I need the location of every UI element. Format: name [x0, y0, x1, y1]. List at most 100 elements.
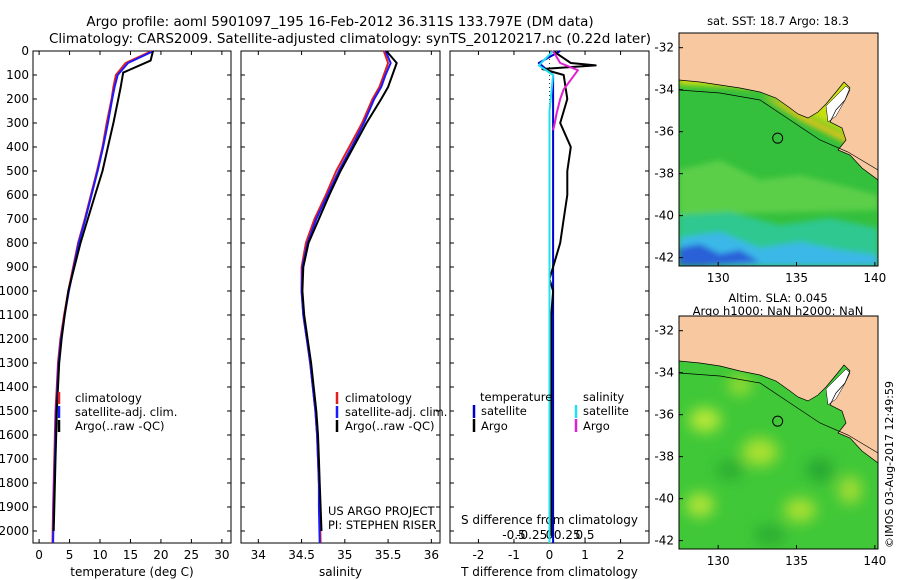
- sla-high-anomaly: [689, 408, 721, 432]
- argo-float-location-marker: [772, 132, 784, 144]
- x-tick-label: 25: [184, 548, 199, 562]
- x-tick-label: 2: [617, 548, 625, 562]
- sst-coldest-patch: [679, 244, 760, 266]
- figure-title-line2: Climatology: CARS2009. Satellite-adjuste…: [49, 31, 651, 47]
- x2-tick-label: 0.5: [575, 528, 594, 542]
- x-tick-label: 36: [424, 548, 439, 562]
- x-tick-label: 34.5: [288, 548, 315, 562]
- difference-legend: temperature salinity satellite satellite…: [472, 390, 629, 433]
- map-lat-label: -34: [654, 366, 674, 380]
- temperature-axis-label: temperature (deg C): [70, 565, 193, 579]
- x-tick-label: 20: [153, 548, 168, 562]
- sst-map: [679, 33, 878, 266]
- series-line-satellite-adj-clim-: [300, 50, 392, 544]
- map-lon-label: 130: [707, 271, 730, 285]
- legend-climatology-label: climatology: [345, 391, 412, 405]
- x-tick-label: -1: [508, 548, 520, 562]
- x-tick-label: 35: [337, 548, 352, 562]
- legend-salinity-header: salinity: [583, 390, 624, 404]
- map-lon-label: 140: [863, 271, 886, 285]
- temperature-legend: climatology satellite-adj. clim. Argo(..…: [57, 391, 177, 433]
- sla-high-anomaly: [742, 438, 778, 466]
- depth-tick-label: 0: [21, 44, 29, 58]
- sla-low-anomaly: [806, 458, 834, 482]
- series-line-argo-raw-qc-: [52, 50, 154, 532]
- difference-axis-label: T difference from climatology: [460, 565, 638, 579]
- legend-t-satellite-label: satellite: [481, 404, 527, 418]
- map-lon-label: 135: [785, 554, 808, 568]
- map-lat-label: -38: [654, 167, 674, 181]
- temperature-plot: 0100200300400500600700800900100011001200…: [0, 44, 231, 579]
- legend-argo-label: Argo(..raw -QC): [75, 419, 165, 433]
- depth-tick-label: 1400: [0, 380, 29, 394]
- sla-high-anomaly: [784, 498, 816, 522]
- salinity-legend: climatology satellite-adj. clim. Argo(..…: [335, 391, 447, 433]
- legend-s-argo-label: Argo: [583, 419, 610, 433]
- legend-argo-label: Argo(..raw -QC): [345, 419, 435, 433]
- argo-float-location-marker: [772, 415, 784, 427]
- salinity-plot: 34 34.5 35 35.5 36 salinity: [241, 50, 440, 579]
- series-line-salinity-argo: [552, 50, 579, 131]
- sla-high-anomaly: [838, 476, 862, 504]
- map-lat-label: -36: [654, 408, 674, 422]
- x-tick-label: 10: [92, 548, 107, 562]
- sst-mid-band: [679, 160, 878, 215]
- map-lat-label: -42: [654, 251, 674, 265]
- depth-tick-label: 1000: [0, 284, 29, 298]
- map-lat-label: -34: [654, 83, 674, 97]
- map-lon-label: 135: [785, 271, 808, 285]
- sla-map-title-line2: Argo h1000: NaN h2000: NaN: [693, 304, 864, 318]
- x2-tick-label: -0.25: [516, 528, 547, 542]
- sla-low-anomaly: [716, 460, 744, 480]
- x-tick-label: 5: [66, 548, 74, 562]
- map-lat-label: -32: [654, 324, 674, 338]
- x-tick-label: 0: [35, 548, 43, 562]
- imos-timestamp: ©IMOS 03-Aug-2017 12:49:59: [883, 381, 896, 548]
- sla-map-axes: 130 135 140 -32 -34 -36 -38 -40 -42: [654, 324, 886, 568]
- depth-tick-label: 200: [6, 92, 29, 106]
- depth-tick-label: 900: [6, 260, 29, 274]
- depth-tick-label: 500: [6, 164, 29, 178]
- sst-map-title: sat. SST: 18.7 Argo: 18.3: [707, 14, 849, 28]
- depth-tick-label: 1300: [0, 356, 29, 370]
- depth-tick-label: 1100: [0, 308, 29, 322]
- depth-tick-label: 1600: [0, 428, 29, 442]
- sla-high-anomaly: [686, 493, 714, 517]
- legend-s-satellite-label: satellite: [583, 404, 629, 418]
- sla-depth-contour: [679, 372, 878, 454]
- x-tick-label: 15: [123, 548, 138, 562]
- sla-low-anomaly: [754, 525, 786, 545]
- sla-map-frame: [678, 315, 879, 550]
- x-tick-label: -2: [472, 548, 484, 562]
- map-lat-label: -40: [654, 492, 674, 506]
- map-lon-label: 130: [707, 554, 730, 568]
- x-tick-label: 34: [251, 548, 266, 562]
- legend-satellite-adj-label: satellite-adj. clim.: [345, 405, 447, 419]
- depth-tick-label: 1500: [0, 404, 29, 418]
- series-line-climatology: [300, 50, 390, 544]
- map-lat-label: -38: [654, 450, 674, 464]
- x-tick-label: 0: [546, 548, 554, 562]
- depth-tick-label: 400: [6, 140, 29, 154]
- sst-land-mass: [679, 33, 878, 180]
- sst-map-frame: [678, 32, 879, 267]
- sla-high-anomaly: [728, 375, 752, 395]
- map-lon-label: 140: [863, 554, 886, 568]
- depth-tick-label: 1800: [0, 476, 29, 490]
- legend-t-argo-label: Argo: [481, 419, 508, 433]
- project-credit: US ARGO PROJECT: [328, 504, 436, 518]
- sla-map: [679, 316, 878, 549]
- sst-coastline: [679, 79, 878, 181]
- sla-map-title-line1: Altim. SLA: 0.045: [728, 291, 827, 305]
- x-tick-label: 35.5: [375, 548, 402, 562]
- difference-plot: -2 -1 0 1 2-0.5-0.250 0.250.5S difference fro…: [450, 50, 649, 579]
- pi-credit: PI: STEPHEN RISER: [328, 518, 437, 532]
- salinity-axis-label: salinity: [319, 565, 362, 579]
- figure-title-line1: Argo profile: aoml 5901097_195 16-Feb-20…: [86, 14, 593, 30]
- depth-tick-label: 300: [6, 116, 29, 130]
- x-tick-label: 1: [581, 548, 589, 562]
- depth-tick-label: 600: [6, 188, 29, 202]
- depth-tick-label: 700: [6, 212, 29, 226]
- depth-tick-label: 800: [6, 236, 29, 250]
